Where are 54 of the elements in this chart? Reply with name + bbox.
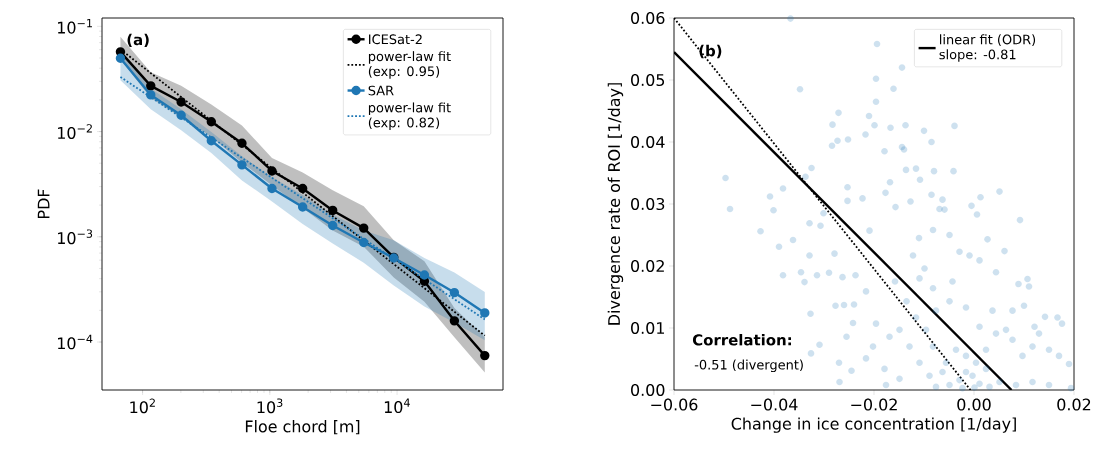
point: [449, 316, 460, 326]
point: [115, 53, 126, 63]
x-tick-label: −0.02: [851, 398, 897, 411]
point: [206, 117, 217, 127]
annotation: -0.51 (divergent): [694, 359, 803, 373]
legend-label: ICESat-2: [369, 34, 422, 45]
y-axis-title: Divergence rate of ROI [1/day]: [607, 83, 624, 325]
point: [480, 350, 490, 361]
x-axis-title: Change in ice concentration [1/day]: [731, 417, 1016, 433]
y-tick-label: 10$^{−2}$: [58, 124, 92, 139]
x-axis-title: Floe chord [m]: [245, 420, 360, 435]
point: [206, 136, 217, 146]
point: [297, 183, 308, 194]
y-tick-label: 10$^{−4}$: [58, 334, 93, 350]
point: [176, 110, 186, 120]
legend-label: linear fit (ODR) slope: -0.81: [939, 34, 1036, 62]
point: [359, 223, 369, 233]
point: [267, 183, 277, 194]
x-tick-label: 0.00: [957, 398, 991, 411]
y-tick-label: 0.04: [631, 135, 665, 149]
x-tick-label: 10$^{4}$: [384, 398, 410, 414]
legend-label: SAR: [368, 85, 394, 96]
x-tick-label: 0.02: [1057, 398, 1091, 411]
y-tick-label: 10$^{−3}$: [58, 229, 93, 245]
y-tick-label: 0.00: [631, 383, 665, 397]
legend-label: power-law fit (exp: 0.95): [368, 51, 451, 79]
point: [328, 205, 338, 216]
y-tick-label: 0.03: [631, 197, 665, 211]
y-tick-label: 0.01: [631, 321, 665, 335]
point: [267, 166, 277, 176]
y-tick-label: 10$^{−1}$: [58, 19, 92, 34]
annotation: (a): [127, 33, 149, 47]
point: [146, 81, 156, 91]
point: [237, 160, 247, 170]
point: [146, 90, 156, 100]
x-tick-label: 10$^{3}$: [257, 398, 283, 414]
annotation: Correlation:: [692, 334, 791, 346]
y-axis-title: PDF: [37, 189, 50, 218]
point: [297, 202, 308, 212]
y-tick-label: 0.02: [631, 259, 664, 273]
x-tick-label: −0.04: [751, 398, 798, 411]
point: [419, 270, 430, 280]
y-tick-label: 0.05: [631, 73, 665, 87]
x-tick-label: 10$^{2}$: [130, 398, 155, 414]
y-tick-label: 0.06: [631, 11, 665, 25]
point: [359, 237, 369, 248]
x-tick-label: −0.06: [651, 398, 698, 411]
point: [328, 220, 338, 231]
point: [237, 138, 247, 148]
legend-label: power-law fit (exp: 0.82): [368, 102, 451, 130]
annotation: (b): [699, 44, 722, 59]
point: [449, 287, 460, 298]
point: [176, 97, 186, 107]
point: [480, 308, 490, 318]
